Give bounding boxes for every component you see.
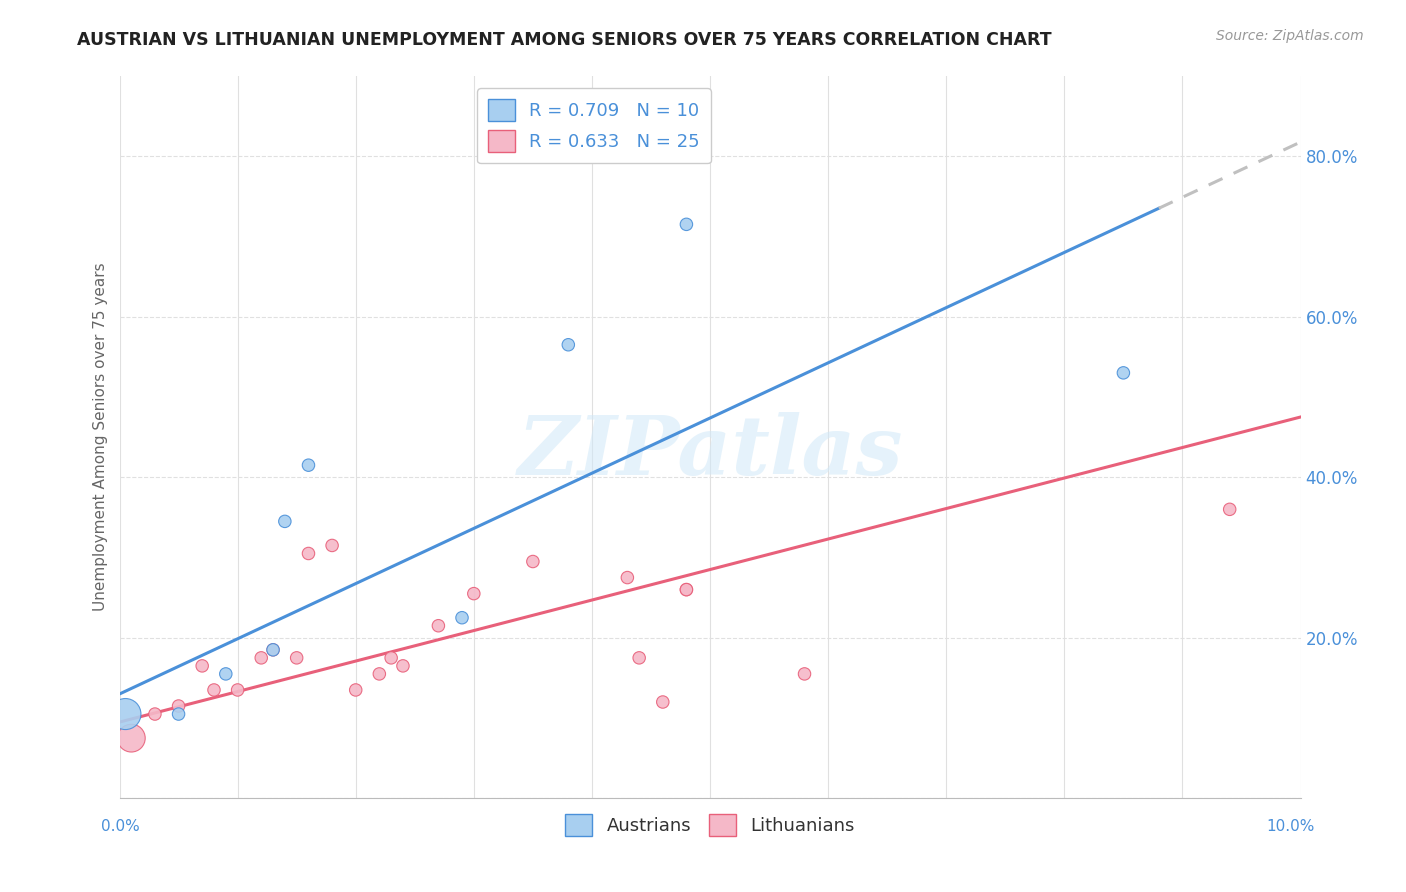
Point (215, 667, 238, 681)
Text: ZIPatlas: ZIPatlas (517, 411, 903, 491)
Point (202, 683, 225, 698)
Point (114, 706, 136, 721)
Point (616, 571, 638, 585)
Point (628, 651, 651, 665)
Point (285, 651, 308, 665)
Point (463, 587, 485, 601)
Point (120, 731, 142, 746)
Text: Source: ZipAtlas.com: Source: ZipAtlas.com (1216, 29, 1364, 43)
Point (380, 651, 402, 665)
Point (368, 667, 391, 681)
Point (226, 683, 249, 698)
Legend: Austrians, Lithuanians: Austrians, Lithuanians (558, 807, 862, 844)
Text: AUSTRIAN VS LITHUANIAN UNEMPLOYMENT AMONG SENIORS OVER 75 YEARS CORRELATION CHAR: AUSTRIAN VS LITHUANIAN UNEMPLOYMENT AMON… (77, 31, 1052, 49)
Point (1112, 366, 1135, 380)
Point (675, 582, 697, 597)
Point (793, 667, 815, 681)
Text: 0.0%: 0.0% (101, 820, 141, 834)
Point (262, 642, 284, 657)
Point (167, 706, 190, 721)
Point (297, 546, 319, 561)
Point (557, 337, 579, 351)
Text: 10.0%: 10.0% (1267, 820, 1315, 834)
Point (321, 538, 343, 552)
Point (250, 651, 273, 665)
Point (392, 658, 415, 673)
Point (262, 642, 284, 657)
Point (344, 683, 367, 698)
Point (143, 706, 166, 721)
Point (522, 554, 544, 569)
Point (297, 458, 319, 473)
Point (1219, 502, 1241, 516)
Point (675, 217, 697, 231)
Y-axis label: Unemployment Among Seniors over 75 years: Unemployment Among Seniors over 75 years (93, 263, 108, 611)
Point (451, 610, 474, 624)
Point (191, 658, 214, 673)
Point (675, 582, 697, 597)
Point (274, 514, 297, 528)
Point (427, 619, 450, 633)
Point (167, 699, 190, 714)
Point (651, 695, 673, 709)
